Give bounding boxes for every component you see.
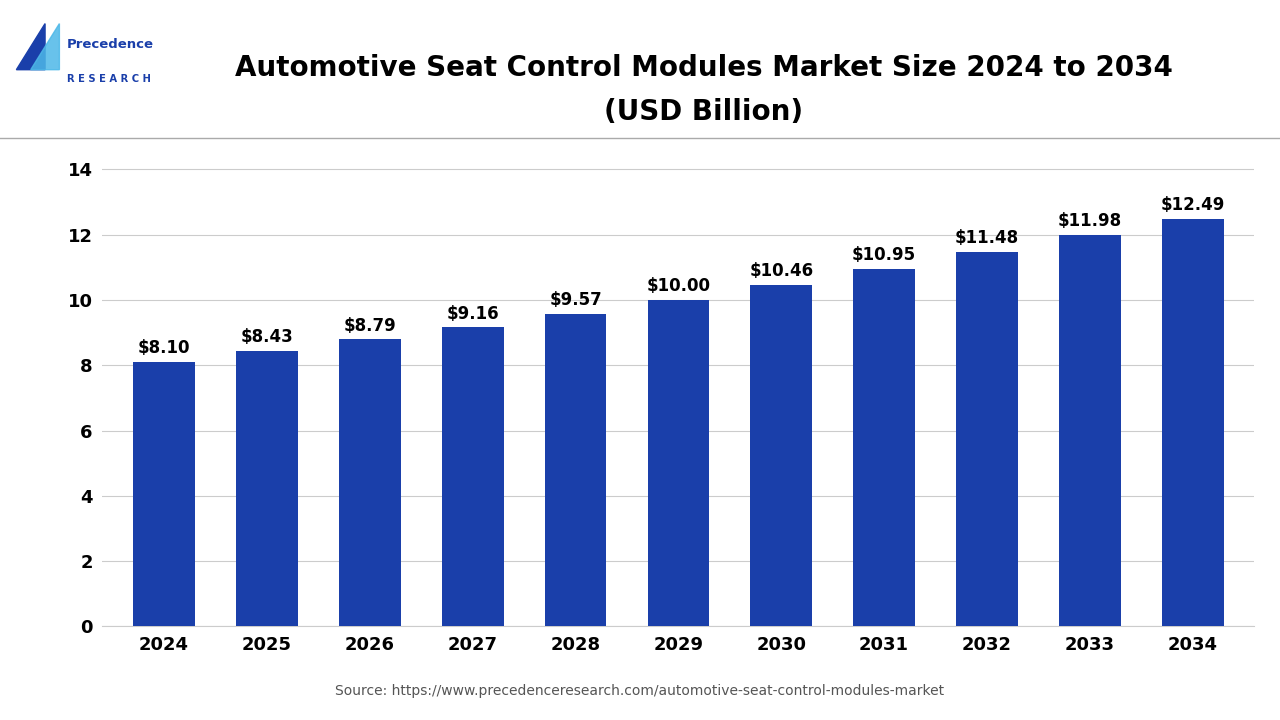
Text: (USD Billion): (USD Billion) [604, 98, 804, 125]
Text: $8.79: $8.79 [343, 317, 397, 335]
Text: $10.95: $10.95 [852, 246, 916, 264]
Bar [1162, 219, 1224, 626]
Text: Precedence: Precedence [67, 38, 154, 51]
Polygon shape [17, 24, 45, 70]
Text: R E S E A R C H: R E S E A R C H [67, 74, 151, 84]
Text: Source: https://www.precedenceresearch.com/automotive-seat-control-modules-marke: Source: https://www.precedenceresearch.c… [335, 684, 945, 698]
Text: $9.16: $9.16 [447, 305, 499, 323]
Bar [442, 328, 503, 626]
Text: $10.00: $10.00 [646, 277, 710, 295]
Bar [545, 314, 607, 626]
Bar [236, 351, 298, 626]
Bar [339, 340, 401, 626]
Polygon shape [31, 24, 59, 70]
Bar [956, 252, 1018, 626]
Bar [750, 285, 812, 626]
Text: $10.46: $10.46 [749, 262, 813, 280]
Text: Automotive Seat Control Modules Market Size 2024 to 2034: Automotive Seat Control Modules Market S… [236, 55, 1172, 82]
Text: $11.48: $11.48 [955, 229, 1019, 247]
Bar [648, 300, 709, 626]
Text: $8.10: $8.10 [138, 339, 191, 357]
Text: $12.49: $12.49 [1161, 196, 1225, 214]
Text: $11.98: $11.98 [1057, 212, 1121, 230]
Text: $9.57: $9.57 [549, 291, 602, 309]
Text: $8.43: $8.43 [241, 328, 293, 346]
Bar [854, 269, 915, 626]
Bar [1059, 235, 1121, 626]
Bar [133, 362, 195, 626]
